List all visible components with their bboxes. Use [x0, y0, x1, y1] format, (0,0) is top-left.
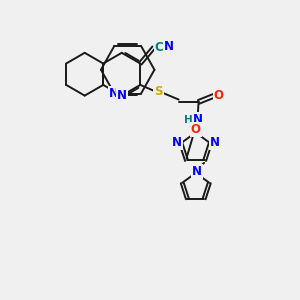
- Text: O: O: [190, 123, 201, 136]
- Text: N: N: [172, 136, 182, 149]
- Text: N: N: [193, 113, 203, 126]
- Text: H: H: [184, 115, 193, 125]
- Text: O: O: [214, 89, 224, 102]
- Text: N: N: [209, 136, 220, 149]
- Text: C: C: [154, 41, 164, 54]
- Text: N: N: [164, 40, 173, 52]
- Text: N: N: [192, 165, 202, 178]
- Text: N: N: [109, 87, 119, 100]
- Text: S: S: [154, 85, 163, 98]
- Text: N: N: [117, 89, 127, 102]
